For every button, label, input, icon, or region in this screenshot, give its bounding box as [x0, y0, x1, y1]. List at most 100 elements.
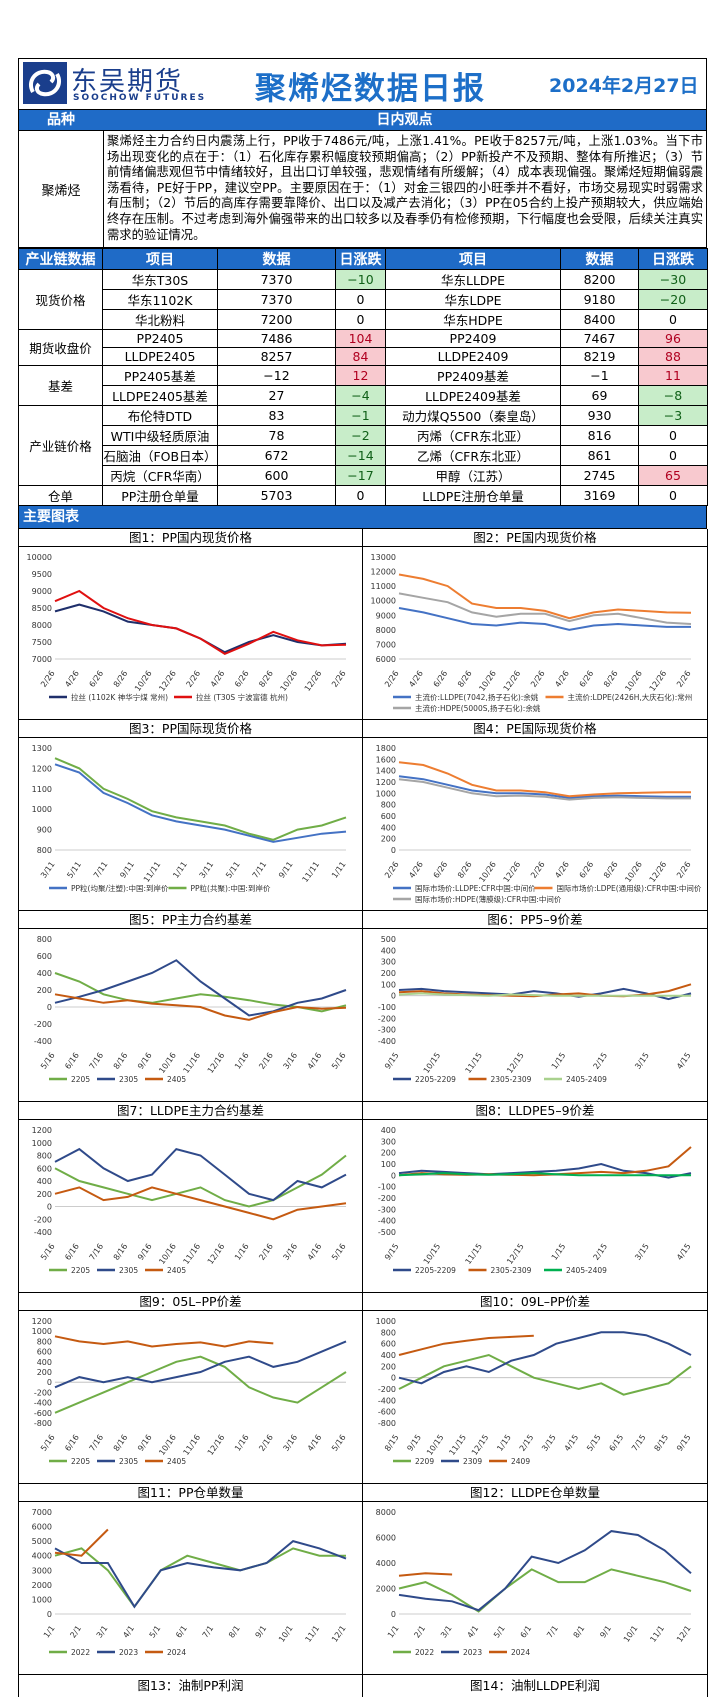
series-line — [398, 1568, 692, 1613]
x-tick-label: 6/15 — [608, 1433, 626, 1453]
series-line — [398, 778, 691, 801]
y-tick-label: 400 — [381, 1351, 396, 1360]
legend-label: 2305 — [119, 1457, 138, 1466]
series-line — [398, 1163, 692, 1179]
x-tick-label: 9/15 — [675, 1433, 693, 1453]
series-line — [54, 1540, 347, 1609]
x-tick-label: 5/16 — [330, 1242, 348, 1262]
x-tick-label: 5/16 — [39, 1242, 57, 1262]
item-cell: 华东1102K — [102, 289, 218, 311]
y-tick-label: 600 — [37, 952, 52, 961]
line-chart: 8000 6000 4000 2000 0 1/1 2/1 3/1 4/1 5/1 6/1 7/1 8/… — [376, 1508, 693, 1657]
x-tick-label: 4/15 — [675, 1051, 693, 1071]
x-tick-label: 4/1 — [121, 1624, 136, 1640]
y-tick-label: 300 — [381, 958, 396, 967]
x-tick-label: 12/1 — [330, 1624, 348, 1644]
industry-data-table: 产业链数据 项目 数据 日涨跌 项目 数据 日涨跌 现货价格 华东T30S 7370… — [18, 248, 708, 507]
change-cell: −3 — [638, 405, 708, 427]
x-tick-label: 6/26 — [87, 669, 105, 689]
legend-label: 2409 — [511, 1457, 530, 1466]
x-tick-label: 5/1 — [492, 1624, 507, 1640]
y-tick-label: 7000 — [32, 1508, 52, 1517]
series-line — [398, 573, 692, 620]
change-cell: 0 — [638, 445, 708, 467]
x-tick-label: 12/15 — [505, 1051, 526, 1075]
y-tick-label: 5000 — [32, 1537, 52, 1546]
legend-label: 2205-2209 — [415, 1266, 456, 1275]
series-line — [398, 592, 692, 626]
x-tick-label: 6/26 — [432, 669, 450, 689]
x-tick-label: 8/26 — [257, 669, 275, 689]
change-cell: 65 — [638, 465, 708, 487]
value-cell: 2745 — [560, 465, 639, 487]
y-tick-label: 1100 — [32, 785, 52, 794]
chart-caption: 图1：PP国内现货价格 — [19, 529, 362, 548]
x-tick-label: 11/15 — [447, 1433, 468, 1457]
y-tick-label: 1000 — [32, 1327, 52, 1336]
line-chart: 400 300 200 100 0 -100 -200 -300 -400 -500 9/15 10/… — [378, 1126, 693, 1275]
value-cell: 861 — [560, 445, 639, 467]
value-cell: 8200 — [560, 269, 639, 291]
x-tick-label: 2/16 — [257, 1433, 275, 1453]
x-tick-label: 3/1 — [95, 1624, 110, 1640]
item-cell: LLDPE注册仓单量 — [385, 485, 561, 507]
value-cell: 7200 — [217, 309, 336, 331]
x-tick-label: 7/11 — [92, 860, 110, 880]
x-tick-label: 1/15 — [550, 1051, 568, 1071]
y-tick-label: -400 — [34, 1037, 52, 1046]
legend-label: 2309 — [463, 1457, 482, 1466]
series-line — [398, 992, 691, 997]
x-tick-label: 3/15 — [633, 1051, 651, 1071]
x-tick-label: 8/16 — [112, 1051, 130, 1071]
change-cell: −10 — [335, 269, 386, 291]
chart-panel: 图8：LLDPE5–9价差 400 300 200 100 0 -100 -200 -300 -4… — [363, 1102, 708, 1294]
y-tick-label: -200 — [378, 1194, 396, 1203]
x-tick-label: 10/15 — [422, 1051, 443, 1075]
line-chart: 1200 1000 800 600 400 200 0 -200 -400 5/16 6/16 7/1… — [32, 1126, 348, 1275]
y-tick-label: 200 — [381, 969, 396, 978]
series-line — [398, 988, 692, 1001]
change-cell: −1 — [335, 405, 386, 427]
y-tick-label: 0 — [47, 1203, 52, 1212]
x-tick-label: 2/15 — [518, 1433, 536, 1453]
change-cell: 88 — [638, 347, 708, 367]
series-line — [398, 761, 691, 798]
item-cell: LLDPE2409 — [385, 347, 561, 367]
y-tick-label: -400 — [34, 1228, 52, 1237]
y-tick-label: 0 — [391, 1610, 396, 1619]
item-cell: WTI中级轻质原油 — [102, 425, 218, 447]
series-line — [54, 603, 347, 654]
x-tick-label: 1/16 — [233, 1433, 251, 1453]
x-tick-label: 5/16 — [330, 1433, 348, 1453]
x-tick-label: 2/26 — [383, 669, 401, 689]
x-tick-label: 6/16 — [63, 1051, 81, 1071]
chart-caption: 图8：LLDPE5–9价差 — [363, 1102, 707, 1121]
x-tick-label: 7/16 — [87, 1433, 105, 1453]
x-tick-label: 6/16 — [63, 1242, 81, 1262]
x-tick-label: 7/11 — [251, 860, 269, 880]
x-tick-label: 9/11 — [277, 860, 295, 880]
view-text: 聚烯烃主力合约日内震荡上行，PP收于7486元/吨，上涨1.41%。PE收于82… — [107, 134, 703, 242]
item-cell: PP2409 — [385, 329, 561, 349]
x-tick-label: 9/16 — [136, 1242, 154, 1262]
y-tick-label: -400 — [378, 1037, 396, 1046]
line-chart: 7000 6000 5000 4000 3000 2000 1000 0 1/1 2/1 3/1 4/… — [32, 1508, 348, 1657]
x-tick-label: 6/26 — [578, 669, 596, 689]
series-line — [398, 1146, 692, 1177]
legend-label: 2024 — [511, 1648, 530, 1657]
table-row: LLDPE2405基差 27 −4 LLDPE2409基差 69 −8 — [19, 385, 708, 407]
variety-label: 聚烯烃 — [19, 131, 104, 248]
table-row: 华北粉料 7200 0 华东HDPE 8400 0 — [19, 309, 708, 331]
legend-label: 拉丝 (T30S 宁波富德 杭州) — [196, 692, 288, 702]
y-tick-label: 8500 — [32, 604, 52, 613]
y-tick-label: 7000 — [376, 641, 396, 650]
x-tick-label: 9/1 — [254, 1624, 269, 1640]
y-tick-label: 0 — [47, 1378, 52, 1387]
x-tick-label: 8/16 — [112, 1242, 130, 1262]
y-tick-label: 1000 — [32, 805, 52, 814]
y-tick-label: 13000 — [371, 553, 396, 562]
x-tick-label: 11/16 — [182, 1433, 203, 1457]
series-line — [54, 1528, 109, 1557]
x-tick-label: 12/16 — [206, 1051, 227, 1075]
x-tick-label: 8/1 — [572, 1624, 587, 1640]
